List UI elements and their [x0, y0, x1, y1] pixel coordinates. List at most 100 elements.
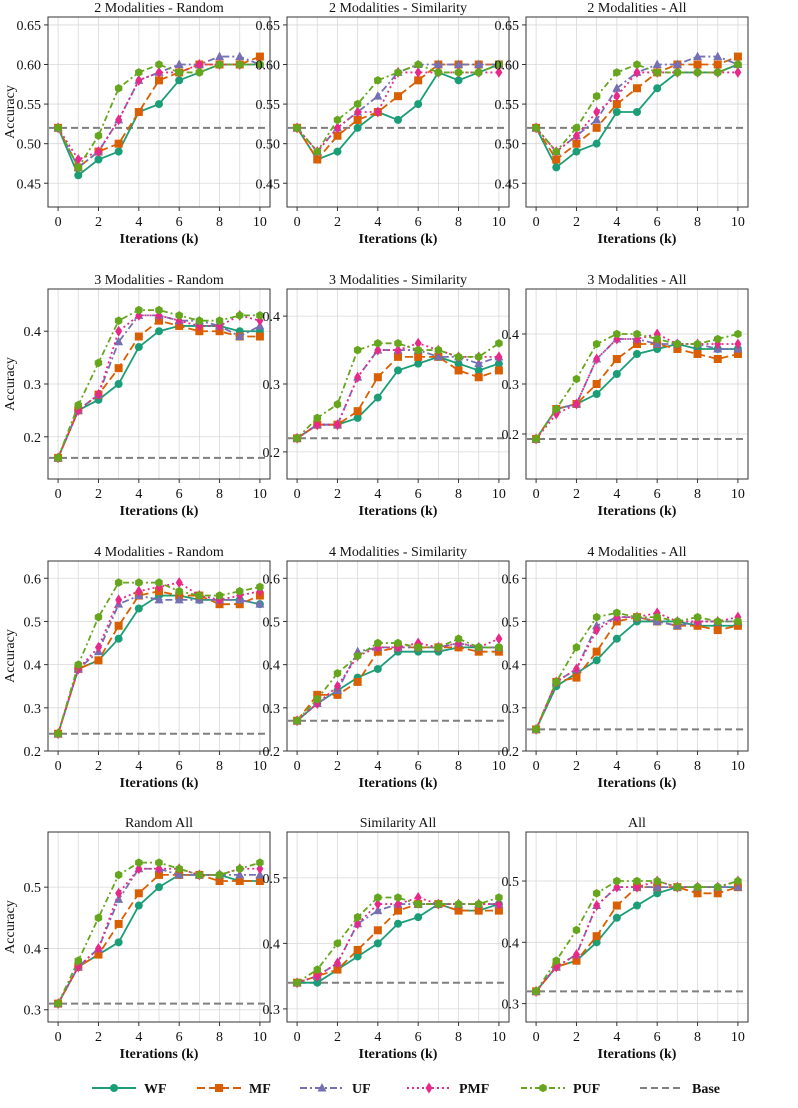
series-line [57, 874, 260, 1005]
data-point [333, 115, 342, 125]
data-point [114, 870, 123, 880]
data-point [313, 147, 321, 156]
x-tick-label: 4 [613, 487, 620, 502]
x-axis-label: Iterations (k) [120, 232, 199, 247]
y-tick-label: 0.5 [24, 881, 42, 896]
series-line [57, 55, 261, 169]
y-tick-label: 0.4 [24, 325, 42, 340]
data-point [155, 327, 163, 336]
data-point [54, 729, 62, 739]
data-point [572, 956, 581, 965]
data-point [236, 60, 244, 69]
x-tick-label: 8 [216, 215, 223, 230]
data-point [373, 926, 382, 935]
data-point [672, 59, 682, 68]
data-point [394, 638, 402, 648]
x-tick-label: 4 [374, 759, 381, 774]
x-tick-label: 6 [415, 1030, 422, 1045]
y-tick-label: 0.4 [263, 937, 281, 952]
data-point [373, 91, 383, 100]
data-point [134, 901, 143, 910]
y-tick-label: 0.50 [17, 138, 42, 153]
data-point [374, 638, 382, 648]
data-point [592, 390, 601, 398]
data-point [135, 305, 143, 315]
data-point [175, 68, 183, 77]
data-point [633, 84, 641, 93]
x-tick-label: 0 [294, 487, 301, 502]
data-point [333, 147, 342, 156]
data-point [353, 115, 362, 124]
data-point [313, 413, 321, 423]
data-point [572, 663, 580, 675]
data-point [293, 978, 301, 987]
y-tick-label: 0.4 [502, 936, 520, 951]
data-point [114, 938, 123, 947]
x-tick-label: 0 [533, 487, 540, 502]
data-point [235, 51, 245, 61]
data-point [255, 52, 264, 61]
data-point [134, 108, 143, 116]
data-point [353, 413, 362, 422]
series-puf [293, 338, 503, 443]
data-point [592, 123, 601, 132]
data-point [713, 626, 722, 635]
data-point [333, 122, 341, 134]
y-axis-label: Accuracy [3, 85, 18, 139]
data-point [215, 51, 225, 61]
y-tick-label: 0.2 [502, 428, 520, 443]
data-point [454, 68, 463, 77]
data-point [135, 858, 143, 867]
data-point [612, 913, 621, 922]
data-point [532, 123, 540, 133]
data-point [734, 617, 742, 626]
legend-item-puf: PUF [521, 1082, 600, 1097]
data-point [353, 912, 362, 922]
data-point [495, 338, 503, 348]
x-tick-label: 2 [573, 759, 580, 774]
data-point [94, 146, 102, 158]
series-puf [532, 60, 742, 156]
data-point [394, 92, 402, 101]
chart-panel: 4 Modalities - Random 0 2 4 6 8 10 0.2 0.3 0.4 0.5… [3, 545, 271, 791]
chart-title: All [628, 816, 646, 831]
y-tick-label: 0.2 [263, 446, 281, 461]
data-point [354, 371, 362, 383]
x-tick-label: 10 [731, 1030, 745, 1045]
series-line [296, 63, 500, 154]
data-point [693, 60, 702, 69]
data-point [633, 881, 641, 893]
data-point [454, 366, 463, 375]
data-point [135, 863, 143, 875]
data-point [592, 91, 601, 101]
chart-panel: Random All 0 2 4 6 8 10 0.3 0.4 0.5 Iterations (k)… [3, 816, 271, 1062]
data-point [373, 373, 382, 382]
series-puf [293, 893, 503, 987]
chart-title: 4 Modalities - All [587, 545, 686, 560]
x-tick-label: 10 [253, 759, 267, 774]
x-tick-label: 4 [135, 1030, 142, 1045]
data-point [612, 370, 621, 378]
legend-label: UF [352, 1082, 371, 1097]
chart-panel: All 0 2 4 6 8 10 0.3 0.4 0.5 Iterations (k) [502, 816, 749, 1062]
series-puf [54, 60, 264, 172]
x-tick-label: 0 [55, 487, 62, 502]
legend: WF MF UF PMF PUF Base [92, 1082, 720, 1097]
x-tick-label: 0 [533, 215, 540, 230]
x-tick-label: 6 [176, 215, 183, 230]
data-point [313, 155, 322, 164]
x-tick-label: 8 [455, 215, 462, 230]
data-point [94, 155, 103, 164]
chart-panel: 2 Modalities - Similarity 0 2 4 6 8 10 0.45 0.50… [256, 1, 510, 247]
data-point [394, 919, 402, 928]
y-tick-label: 0.5 [263, 872, 281, 887]
data-point [495, 633, 503, 645]
data-point [572, 643, 581, 652]
data-point [394, 352, 402, 361]
data-point [434, 643, 443, 652]
data-point [353, 345, 362, 355]
data-point [155, 883, 163, 892]
data-point [475, 899, 483, 909]
data-point [592, 114, 602, 124]
data-point [433, 59, 443, 68]
